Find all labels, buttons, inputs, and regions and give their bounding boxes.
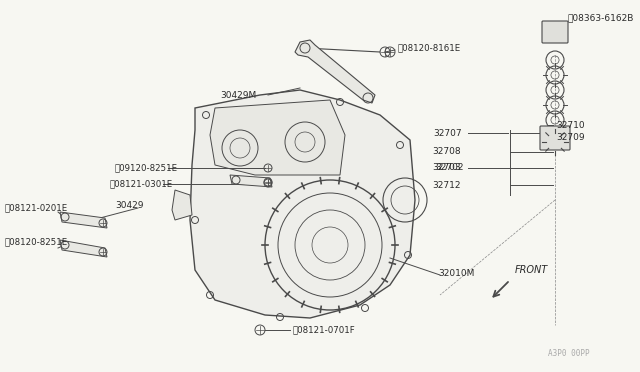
Text: 32703: 32703 xyxy=(432,164,461,173)
Text: 32710: 32710 xyxy=(556,121,584,129)
Text: 32702: 32702 xyxy=(435,164,463,173)
Text: 30429: 30429 xyxy=(115,201,143,209)
Text: FRONT: FRONT xyxy=(515,265,548,275)
Polygon shape xyxy=(210,100,345,175)
Polygon shape xyxy=(190,90,415,318)
Text: Ⓑ08120-8251E: Ⓑ08120-8251E xyxy=(5,237,68,247)
FancyBboxPatch shape xyxy=(542,21,568,43)
Text: Ⓢ08363-6162B: Ⓢ08363-6162B xyxy=(568,13,634,22)
Text: 32707: 32707 xyxy=(433,128,461,138)
Text: 32708: 32708 xyxy=(432,148,461,157)
Polygon shape xyxy=(230,175,272,187)
Polygon shape xyxy=(172,190,192,220)
FancyBboxPatch shape xyxy=(540,126,570,150)
Text: A3P0 00PP: A3P0 00PP xyxy=(548,349,590,358)
Polygon shape xyxy=(295,40,375,103)
Text: 32712: 32712 xyxy=(432,180,461,189)
Text: Ⓑ08120-8161E: Ⓑ08120-8161E xyxy=(398,44,461,52)
Text: Ⓑ08121-0201E: Ⓑ08121-0201E xyxy=(5,203,68,212)
Text: 30429M: 30429M xyxy=(220,90,256,99)
Text: Ⓑ09120-8251E: Ⓑ09120-8251E xyxy=(115,164,178,173)
Polygon shape xyxy=(60,240,107,257)
Text: 32010M: 32010M xyxy=(438,269,474,278)
Text: Ⓑ08121-0701F: Ⓑ08121-0701F xyxy=(293,326,356,334)
Text: Ⓑ08121-0301E: Ⓑ08121-0301E xyxy=(110,180,173,189)
Polygon shape xyxy=(60,212,107,228)
Text: 32709: 32709 xyxy=(556,134,584,142)
